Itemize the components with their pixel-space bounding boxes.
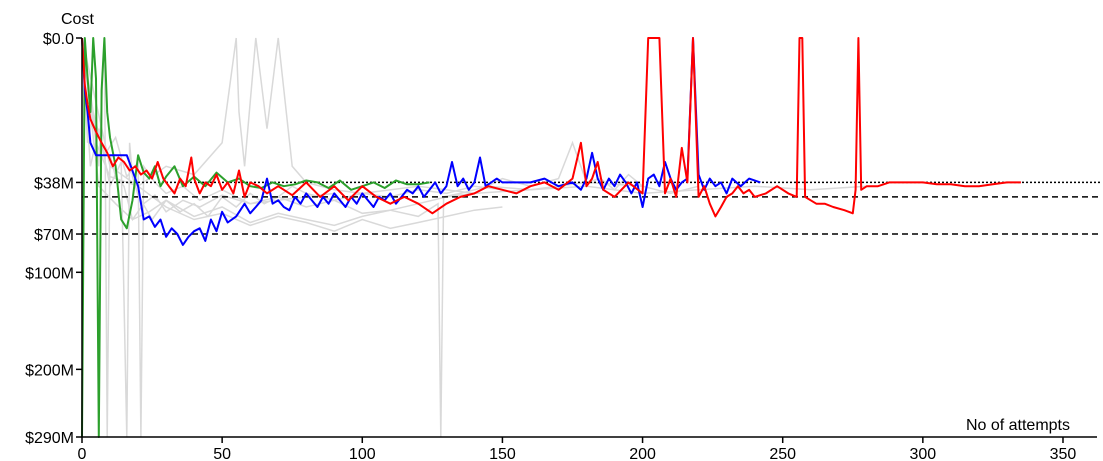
- background-series-layer: [81, 37, 867, 438]
- y-tick-label: $70M: [34, 227, 74, 244]
- x-tick-label: 300: [909, 446, 936, 461]
- series-line: [81, 37, 1021, 218]
- x-tick-label: 350: [1050, 446, 1077, 461]
- x-tick-label: 50: [213, 446, 231, 461]
- series-layer: [81, 37, 1021, 438]
- y-tick-label: $100M: [25, 265, 74, 282]
- x-tick-label: 0: [78, 446, 87, 461]
- background-series-line: [81, 37, 867, 195]
- x-tick-label: 150: [489, 446, 516, 461]
- x-tick-label: 250: [769, 446, 796, 461]
- series-line: [81, 37, 761, 246]
- x-tick-label: 200: [629, 446, 656, 461]
- y-tick-label: $0.0: [43, 31, 74, 48]
- y-tick-label: $200M: [25, 362, 74, 379]
- y-axis-title: Cost: [61, 11, 94, 28]
- axes-layer: 0 50 100 150 200 250 300 350 $0.0 $38M $70M $100M $2…: [25, 31, 1097, 461]
- x-axis-title: No of attempts: [966, 417, 1070, 434]
- background-series-line: [81, 37, 335, 438]
- y-tick-label: $290M: [25, 430, 74, 447]
- background-series-line: [81, 37, 503, 438]
- series-line: [81, 37, 430, 438]
- x-tick-label: 100: [349, 446, 376, 461]
- y-tick-label: $38M: [34, 175, 74, 192]
- background-series-line: [81, 37, 699, 227]
